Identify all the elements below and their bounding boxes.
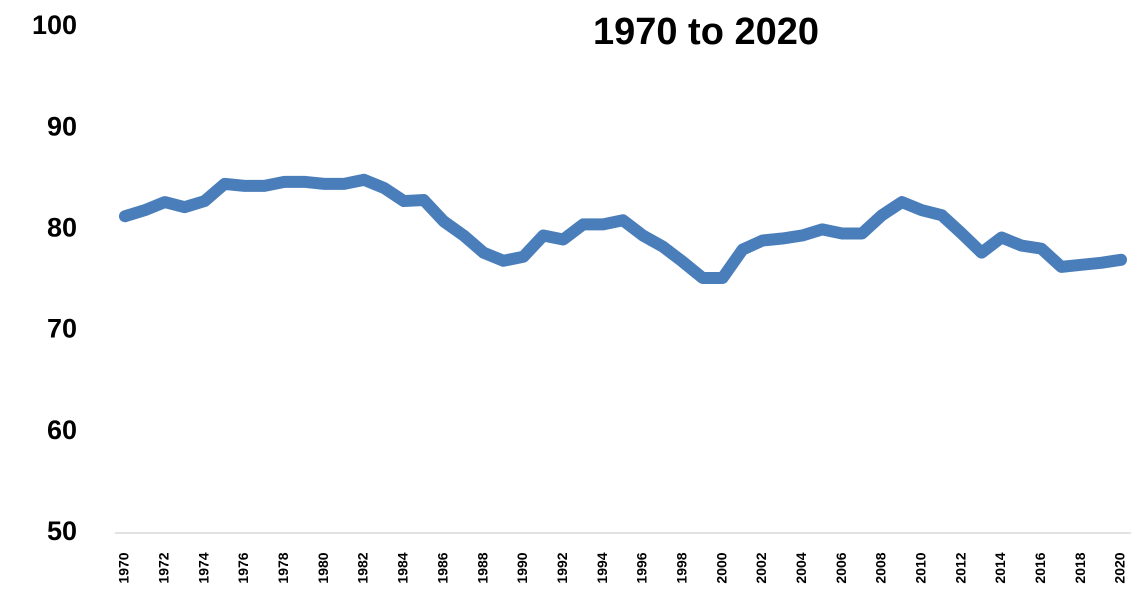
x-tick-label: 1972	[156, 552, 172, 583]
x-tick-label: 1978	[275, 552, 291, 583]
x-tick-label: 1992	[554, 552, 570, 583]
x-tick-label: 1986	[434, 552, 450, 583]
y-tick-label: 80	[47, 213, 77, 243]
x-tick-label: 2016	[1032, 552, 1048, 583]
x-tick-label: 1984	[395, 552, 411, 583]
x-tick-label: 1976	[235, 552, 251, 583]
x-tick-label: 2004	[793, 552, 809, 583]
x-tick-label: 1988	[474, 552, 490, 583]
x-tick-label: 1980	[315, 552, 331, 583]
x-tick-label: 2000	[713, 552, 729, 583]
x-tick-label: 1970	[116, 552, 132, 583]
y-tick-label: 60	[47, 415, 77, 445]
data-line	[118, 173, 1128, 284]
x-tick-label: 1994	[594, 552, 610, 583]
x-tick-label: 2006	[833, 552, 849, 583]
x-tick-label: 2020	[1112, 552, 1128, 583]
chart-title: 1970 to 2020	[593, 11, 819, 53]
x-tick-label: 1996	[634, 552, 650, 583]
y-tick-label: 50	[47, 516, 77, 546]
x-tick-label: 2018	[1072, 552, 1088, 583]
y-tick-label: 70	[47, 314, 77, 344]
y-tick-label: 90	[47, 111, 77, 141]
x-tick-label: 1982	[355, 552, 371, 583]
x-tick-label: 2010	[913, 552, 929, 583]
x-tick-label: 1974	[195, 552, 211, 583]
x-tick-label: 1998	[673, 552, 689, 583]
x-tick-label: 2002	[753, 552, 769, 583]
x-tick-label: 2008	[873, 552, 889, 583]
y-tick-label: 100	[32, 10, 77, 40]
x-tick-label: 2012	[952, 552, 968, 583]
x-tick-label: 2014	[992, 552, 1008, 583]
x-tick-label: 1990	[514, 552, 530, 583]
